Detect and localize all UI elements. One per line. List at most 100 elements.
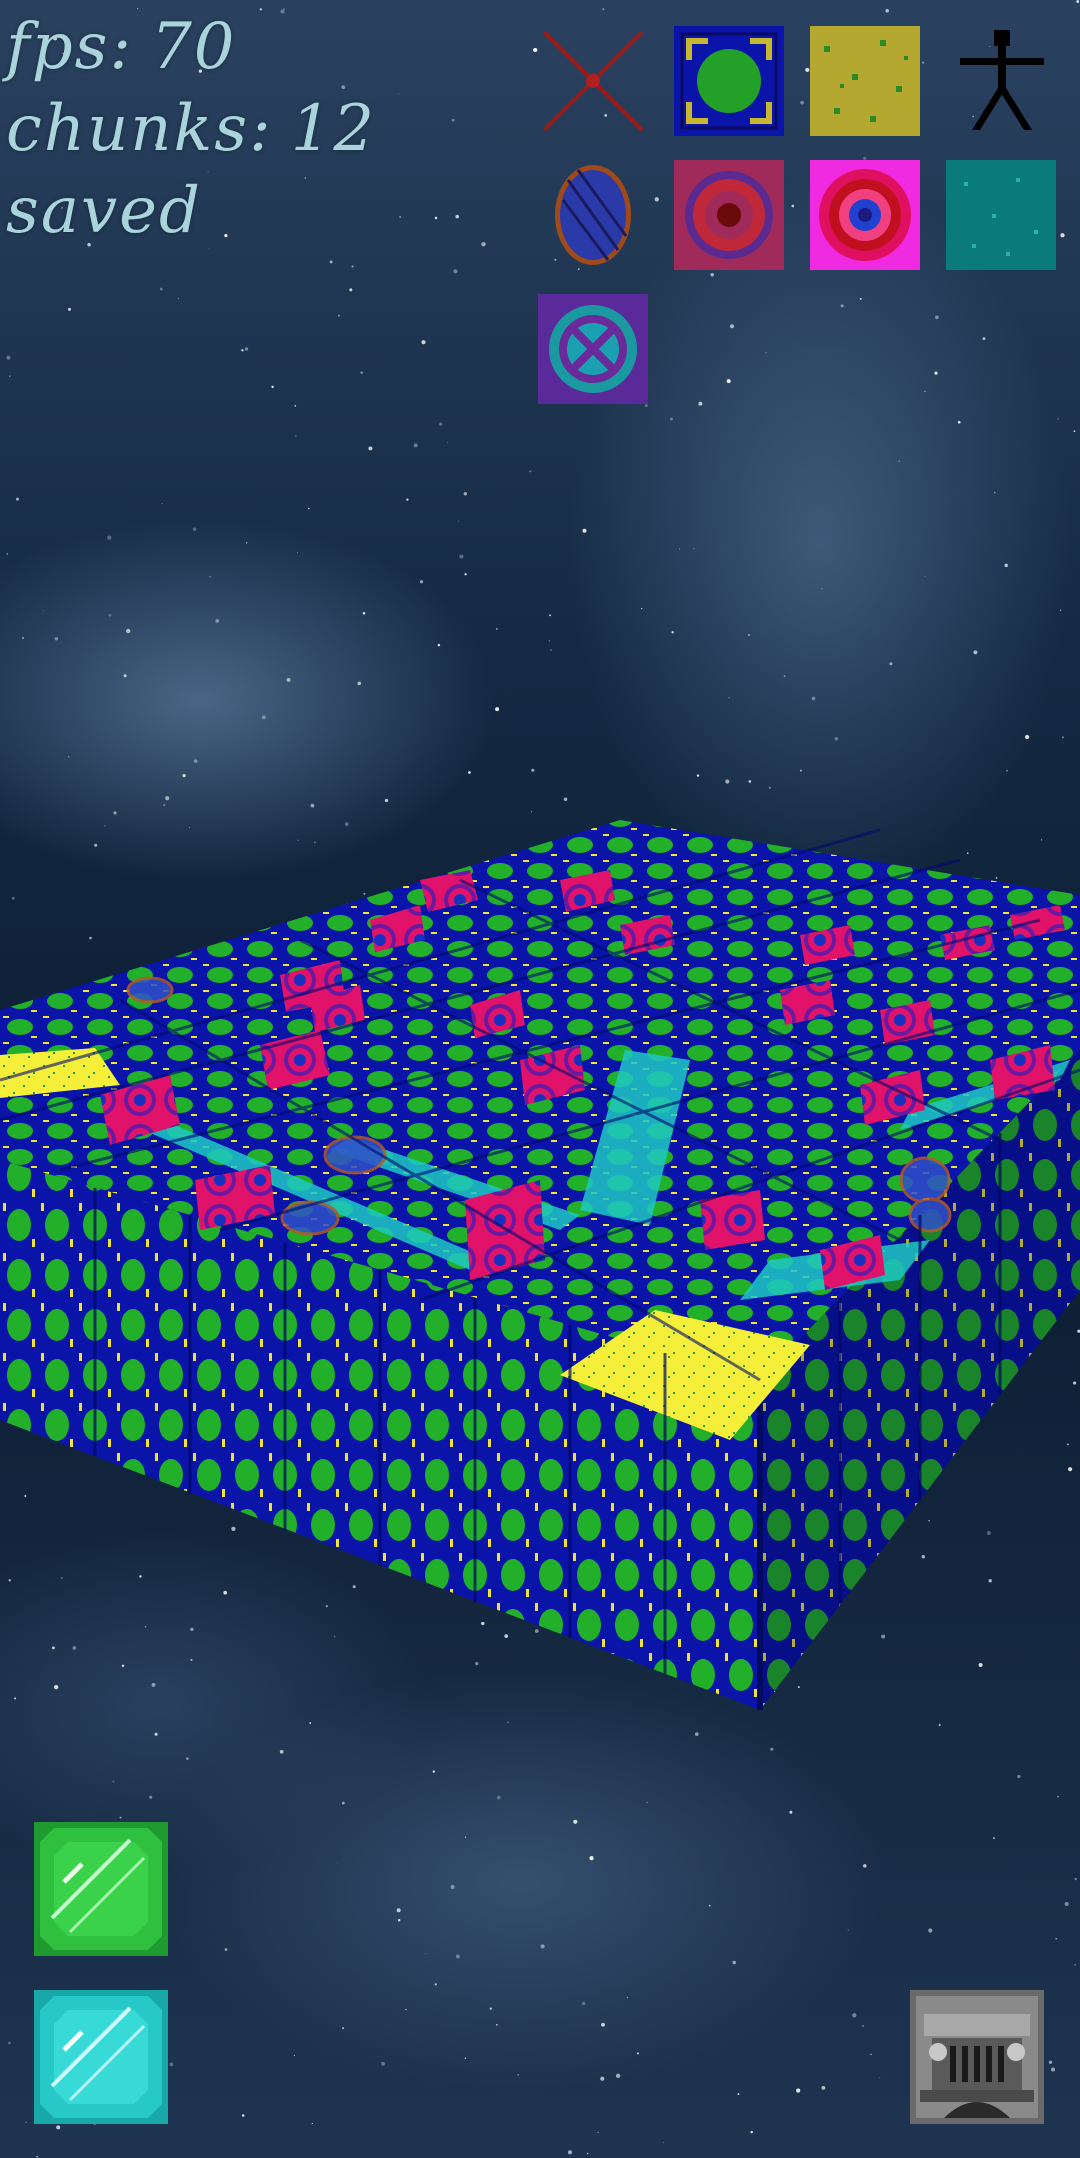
star	[641, 608, 643, 610]
star	[425, 1952, 427, 1955]
star	[982, 337, 986, 340]
palette-teal-cross-ring-block[interactable]	[538, 294, 648, 404]
yellow-goal-pad[interactable]	[0, 1048, 120, 1098]
star	[549, 648, 553, 652]
palette-red-target-block[interactable]	[674, 160, 784, 270]
star	[11, 896, 15, 900]
chunks-label: chunks:	[6, 92, 273, 166]
star	[381, 2061, 386, 2066]
star	[342, 2027, 345, 2030]
star	[24, 1495, 27, 1497]
star	[297, 839, 299, 842]
star	[1074, 1964, 1076, 1966]
star	[573, 1819, 578, 1824]
blue-oval-block-icon	[555, 165, 631, 265]
star	[696, 774, 700, 777]
vehicle-button[interactable]	[910, 1990, 1044, 2124]
palette-blue-oval-block[interactable]	[538, 160, 648, 270]
star	[600, 2076, 605, 2081]
star	[338, 314, 340, 317]
star	[6, 553, 8, 555]
star	[988, 1579, 992, 1583]
star	[165, 796, 170, 801]
yellow-goal-pad-front[interactable]	[560, 1310, 810, 1440]
star	[726, 379, 731, 384]
star	[1017, 1774, 1021, 1779]
palette-teal-speckle-block[interactable]	[946, 160, 1056, 270]
star	[710, 273, 714, 277]
star	[934, 371, 938, 375]
star	[54, 637, 59, 641]
star	[678, 548, 681, 550]
star	[341, 1801, 345, 1805]
magenta-target-block-icon	[810, 160, 920, 270]
star	[1057, 417, 1060, 420]
star	[351, 265, 354, 268]
cyan-gem-icon	[34, 1990, 168, 2124]
star	[362, 611, 366, 615]
star	[396, 1908, 401, 1913]
star	[1068, 1467, 1073, 1472]
star	[279, 1749, 284, 1754]
palette-player-figure[interactable]	[946, 26, 1056, 136]
palette-blue-green-dot-block[interactable]	[674, 26, 784, 136]
star	[193, 759, 198, 763]
star	[577, 268, 580, 271]
star	[770, 1747, 774, 1751]
star	[507, 1721, 509, 1724]
star	[43, 610, 45, 612]
yellow-speckle-block-icon	[810, 26, 920, 136]
star	[231, 1526, 236, 1532]
star	[821, 2085, 826, 2090]
star	[457, 520, 459, 522]
star	[309, 1722, 312, 1724]
star	[783, 675, 786, 677]
star	[646, 1801, 648, 1803]
star	[19, 120, 21, 122]
star	[293, 2054, 296, 2057]
star	[283, 8, 285, 10]
star	[663, 2141, 665, 2143]
star	[602, 8, 605, 11]
star	[1041, 839, 1043, 841]
star	[16, 497, 19, 501]
cyan-gem-button[interactable]	[34, 1990, 168, 2124]
star	[495, 627, 498, 630]
star	[924, 576, 926, 578]
star	[1006, 769, 1008, 772]
star	[671, 631, 674, 634]
star	[729, 324, 735, 329]
chunks-value: 12	[290, 92, 377, 166]
star	[994, 492, 996, 494]
star	[9, 375, 11, 377]
star	[644, 404, 648, 408]
star	[107, 535, 112, 540]
star	[19, 200, 23, 205]
star	[1004, 563, 1008, 568]
palette-magenta-target-block[interactable]	[810, 160, 920, 270]
palette-yellow-speckle-block[interactable]	[810, 26, 920, 136]
star	[413, 443, 418, 448]
star	[434, 216, 438, 220]
palette-delete-button[interactable]	[538, 26, 648, 136]
star	[209, 575, 212, 578]
star	[405, 2008, 407, 2011]
star	[496, 2023, 498, 2026]
star	[750, 2130, 753, 2134]
green-gem-button[interactable]	[34, 1822, 168, 1956]
star	[708, 1904, 711, 1907]
star	[626, 1996, 628, 1999]
star	[863, 1864, 867, 1868]
star	[924, 390, 926, 393]
star	[169, 2062, 174, 2067]
chunks-counter: chunks: 12	[6, 92, 376, 166]
star	[280, 9, 285, 14]
star	[112, 1780, 115, 1783]
star	[463, 492, 467, 496]
star	[325, 1605, 328, 1608]
star	[1064, 1902, 1069, 1906]
star	[207, 171, 209, 172]
star	[22, 637, 24, 639]
